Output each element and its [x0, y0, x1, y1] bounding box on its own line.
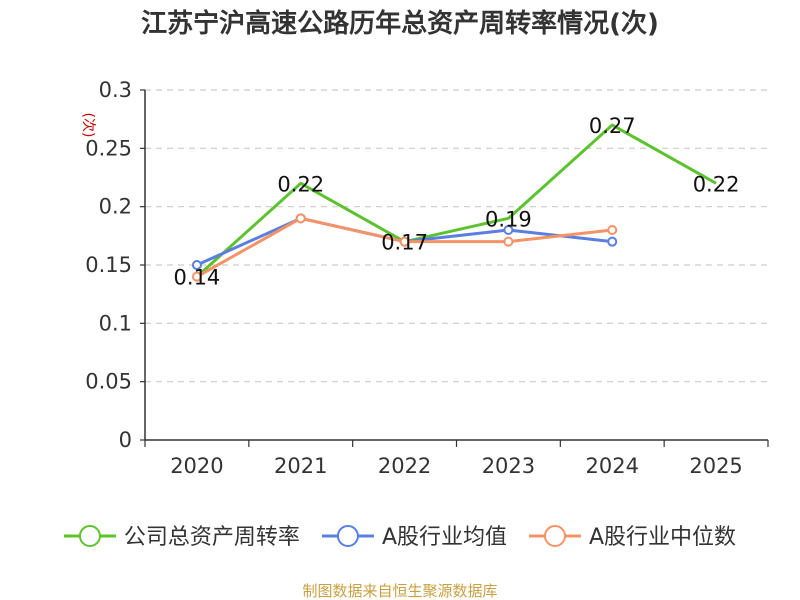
data-label: 0.22 [693, 172, 740, 196]
legend-marker-icon [78, 525, 101, 547]
legend-item-1[interactable]: A股行业均值 [321, 525, 507, 550]
series-group [191, 123, 717, 282]
data-label: 0.17 [381, 231, 428, 255]
legend-item-0[interactable]: 公司总资产周转率 [63, 525, 300, 550]
series-line-0 [195, 123, 717, 278]
data-point [191, 271, 202, 282]
data-label: 0.14 [174, 266, 221, 290]
data-point [607, 236, 618, 247]
data-point [295, 213, 306, 224]
data-label: 0.22 [277, 172, 324, 196]
chart-title: 江苏宁沪高速公路历年总资产周转率情况(次) [141, 8, 659, 39]
legend-marker-icon [544, 525, 567, 547]
x-tick-label: 2024 [586, 454, 639, 478]
legend-item-2[interactable]: A股行业中位数 [529, 525, 736, 550]
x-tick-label: 2020 [170, 454, 223, 478]
legend[interactable]: 公司总资产周转率 A股行业均值 A股行业中位数 [63, 525, 736, 550]
data-point [607, 225, 618, 235]
data-labels: 0.14 0.22 0.17 0.19 0.27 0.22 [174, 114, 740, 290]
x-tick-label: 2022 [378, 454, 431, 478]
y-tick-label: 0.1 [99, 311, 132, 335]
y-tick-label: 0.15 [85, 253, 132, 277]
y-tick-label: 0.05 [85, 370, 132, 394]
grid-lines [145, 89, 768, 383]
data-label: 0.19 [485, 207, 532, 231]
legend-label: A股行业均值 [382, 525, 507, 550]
y-tick-label: 0.3 [99, 78, 132, 102]
x-tick-label: 2021 [274, 454, 327, 478]
data-point [191, 260, 202, 270]
y-axis-unit-label: (次) [80, 113, 96, 138]
y-axis-ticks: 0 0.05 0.1 0.15 0.2 0.25 0.3 [85, 78, 145, 452]
y-tick-label: 0.25 [85, 136, 132, 160]
y-tick-label: 0 [119, 428, 132, 452]
legend-label: 公司总资产周转率 [124, 525, 300, 550]
legend-label: A股行业中位数 [589, 525, 736, 550]
x-tick-label: 2023 [482, 454, 535, 478]
x-tick-label: 2025 [689, 454, 742, 478]
data-source-note: 制图数据来自恒生聚源数据库 [302, 582, 497, 600]
data-point [503, 236, 514, 247]
data-point [503, 225, 514, 235]
data-point [399, 236, 410, 247]
x-axis-ticks: 2020 2021 2022 2023 2024 2025 [144, 440, 769, 478]
y-tick-label: 0.2 [99, 195, 132, 219]
legend-marker-icon [336, 525, 359, 547]
data-label: 0.27 [589, 114, 636, 138]
